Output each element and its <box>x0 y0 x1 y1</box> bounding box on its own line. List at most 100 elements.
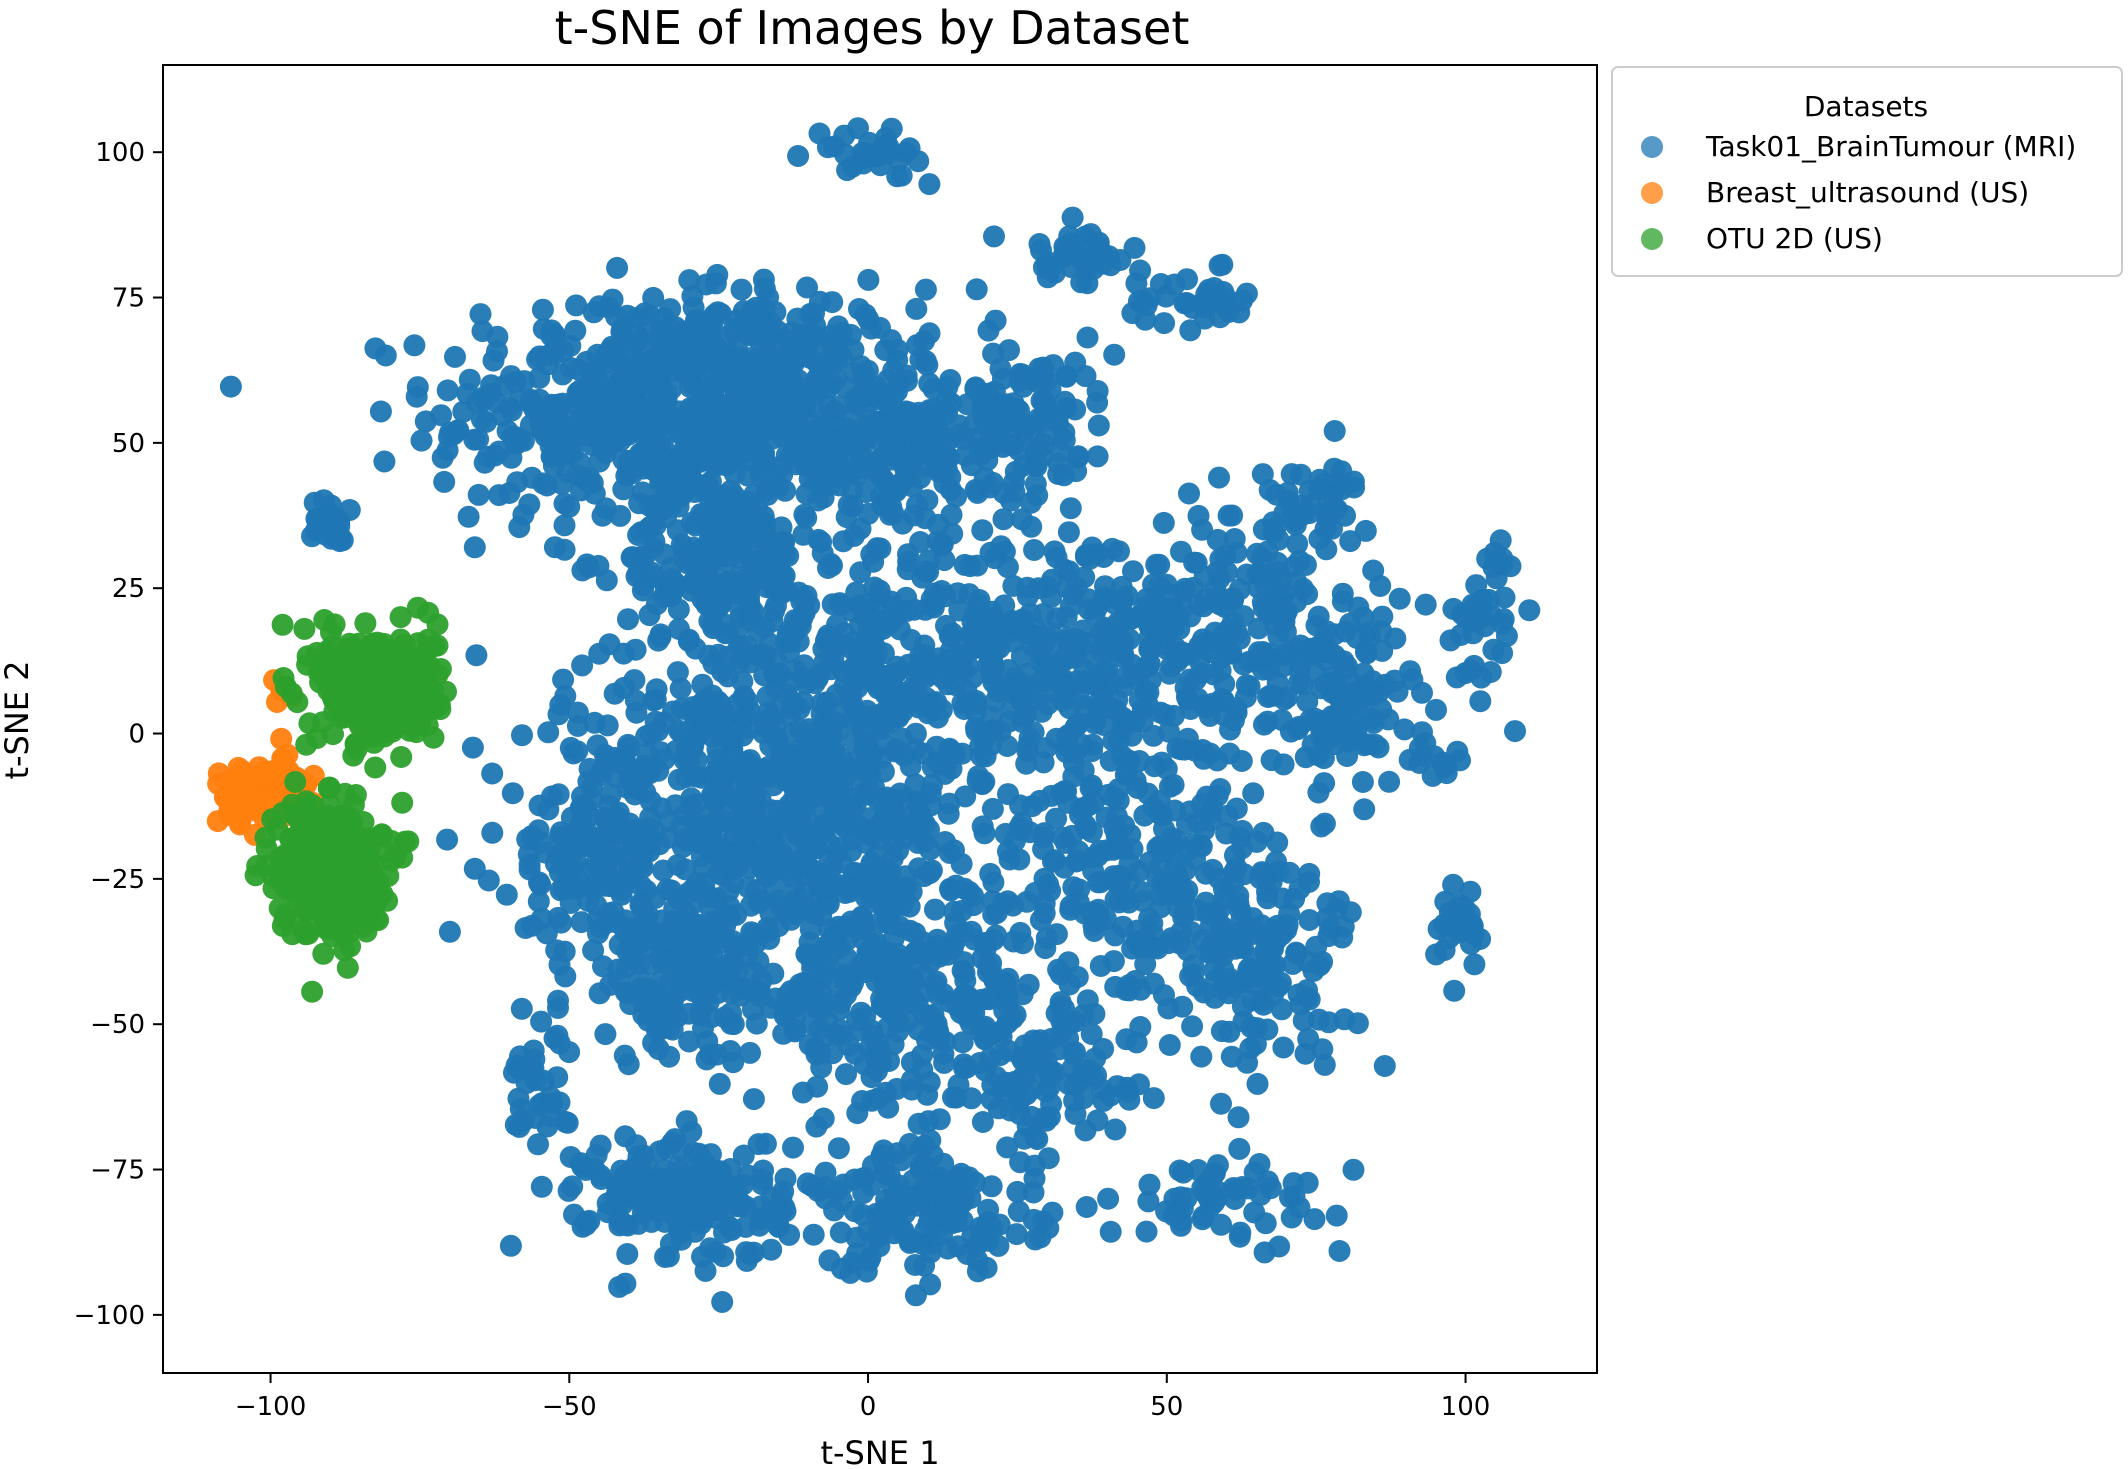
point <box>1060 824 1083 847</box>
point <box>947 1235 969 1258</box>
point <box>1315 907 1338 930</box>
point <box>991 367 1014 390</box>
point <box>518 493 541 516</box>
point <box>702 915 725 938</box>
point <box>798 931 821 954</box>
point <box>737 876 760 899</box>
point <box>594 1023 617 1046</box>
point <box>570 911 593 934</box>
point <box>364 756 387 779</box>
point <box>609 871 632 894</box>
point <box>742 1088 765 1111</box>
point <box>1004 610 1027 633</box>
point <box>1228 1137 1251 1160</box>
point <box>552 668 575 691</box>
point <box>831 435 854 458</box>
point <box>410 429 433 452</box>
point <box>417 628 439 651</box>
point <box>898 919 921 942</box>
point <box>630 521 652 544</box>
point <box>951 1031 974 1054</box>
point <box>1274 620 1297 643</box>
point <box>939 877 961 900</box>
point <box>607 801 630 824</box>
point <box>1101 697 1124 720</box>
point <box>592 955 614 978</box>
point <box>1181 1015 1204 1038</box>
point <box>1225 797 1248 820</box>
point <box>1250 861 1273 884</box>
point <box>932 983 955 1005</box>
point <box>684 815 707 838</box>
point <box>835 947 858 970</box>
point <box>937 802 960 825</box>
point <box>753 277 776 300</box>
point <box>1076 326 1099 349</box>
point <box>1164 637 1187 660</box>
point <box>844 1042 867 1065</box>
point <box>1214 596 1236 619</box>
point <box>1090 641 1113 664</box>
point <box>219 375 242 398</box>
point <box>458 368 481 391</box>
point <box>1414 593 1437 616</box>
point <box>645 678 668 701</box>
point <box>470 408 493 431</box>
point <box>438 920 461 943</box>
point <box>944 911 967 934</box>
point <box>1029 909 1052 932</box>
point <box>638 304 661 327</box>
point <box>848 298 870 320</box>
point <box>481 762 504 785</box>
point <box>918 322 941 345</box>
point <box>885 738 908 761</box>
point <box>742 600 765 623</box>
point <box>905 297 928 320</box>
point <box>913 865 936 888</box>
point <box>488 484 511 507</box>
point <box>720 543 743 566</box>
point <box>1246 1072 1269 1095</box>
point <box>803 759 826 782</box>
point <box>980 647 1003 670</box>
point <box>649 468 672 491</box>
point <box>904 722 927 745</box>
point <box>743 801 766 824</box>
point <box>782 352 805 375</box>
point <box>977 319 1000 342</box>
point <box>1033 433 1056 456</box>
point <box>1152 878 1175 901</box>
point <box>850 772 873 795</box>
point <box>795 506 818 529</box>
point <box>725 788 748 811</box>
point <box>1010 812 1033 835</box>
point <box>1052 676 1075 698</box>
point <box>798 467 821 490</box>
point <box>935 753 958 776</box>
point <box>729 439 752 462</box>
point <box>1298 909 1321 931</box>
point <box>1356 733 1379 756</box>
point <box>1423 745 1446 768</box>
point <box>846 464 868 487</box>
point <box>1097 1187 1120 1210</box>
point <box>553 940 576 963</box>
point <box>1072 759 1095 782</box>
point <box>814 629 837 652</box>
point <box>1326 676 1349 699</box>
point <box>1021 795 1044 818</box>
point <box>414 410 437 433</box>
point <box>993 999 1016 1022</box>
point <box>536 1115 559 1138</box>
point <box>1199 742 1222 765</box>
point <box>576 553 598 576</box>
point <box>992 508 1015 531</box>
point <box>745 768 768 791</box>
point <box>751 378 774 401</box>
point <box>1012 420 1035 443</box>
point <box>796 276 818 299</box>
point <box>1279 1186 1301 1209</box>
point <box>1280 1206 1303 1229</box>
point <box>789 324 811 347</box>
point <box>1065 460 1088 483</box>
